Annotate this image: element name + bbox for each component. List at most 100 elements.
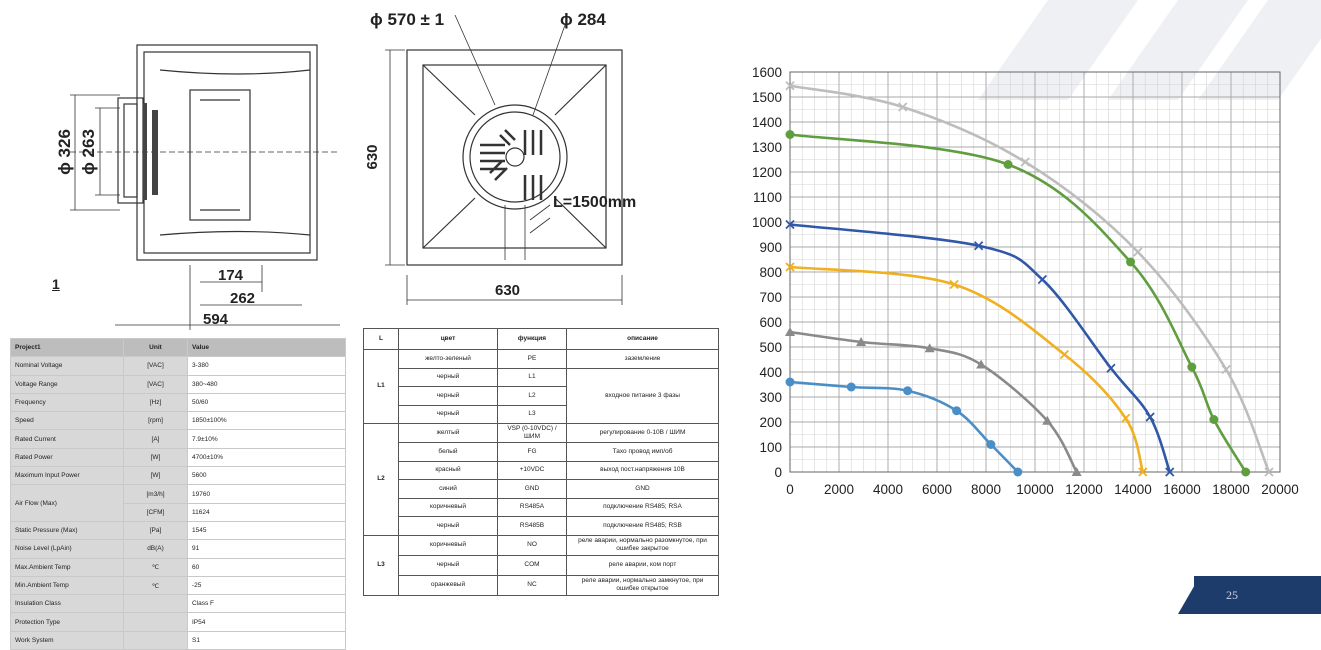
spec-value-cell: -25 xyxy=(187,575,346,596)
wire-color-cell: черный xyxy=(398,386,498,406)
table-row: оранжевый NC реле аварии, нормально замкну… xyxy=(364,574,719,596)
dim-594: 594 xyxy=(203,311,229,328)
spec-param-cell: Insulation Class xyxy=(10,594,124,614)
series-line xyxy=(789,223,1171,473)
wire-color-cell: красный xyxy=(398,460,498,481)
y-tick-label: 1200 xyxy=(752,165,782,180)
table-row: белый FG Тахо провод имп/об xyxy=(364,442,719,462)
x-tick-label: 6000 xyxy=(922,482,952,497)
series-line xyxy=(789,133,1247,473)
spec-unit-cell: [VAC] xyxy=(123,374,188,394)
table-row: черный L3 xyxy=(364,404,719,424)
table-row: черный L1 входное питание 3 фазы xyxy=(364,367,719,424)
spec-value-cell: 3-380 xyxy=(187,356,346,376)
table-row: Speed [rpm] 1850±100% xyxy=(10,411,346,431)
y-tick-label: 300 xyxy=(759,390,782,405)
dim-284: ϕ 284 xyxy=(560,10,606,29)
data-point xyxy=(903,386,913,396)
y-tick-label: 200 xyxy=(759,415,782,430)
x-tick-label: 8000 xyxy=(971,482,1001,497)
table-row: Insulation Class Class F xyxy=(10,594,346,614)
data-point xyxy=(1187,362,1197,372)
table-row: Work System S1 xyxy=(10,630,346,650)
page-number: 25 xyxy=(1226,588,1238,602)
spec-unit-cell: [A] xyxy=(123,429,188,449)
data-point xyxy=(846,382,856,392)
spec-table: Project1 Unit Value Nominal Voltage [VAC] 3-3… xyxy=(10,337,346,650)
table-row: Noise Level (LpAin) dB(A) 91 xyxy=(10,539,346,559)
x-tick-label: 10000 xyxy=(1016,482,1054,497)
spec-value-cell: 380~480 xyxy=(187,374,346,394)
data-point xyxy=(1071,467,1082,476)
spec-header-cell: Unit xyxy=(123,337,188,358)
spec-value-cell: 4700±10% xyxy=(187,447,346,468)
spec-value-cell: IP54 xyxy=(187,612,346,632)
wire-color-cell: желтый xyxy=(398,422,498,444)
spec-unit-cell: [CFM] xyxy=(123,502,188,522)
data-point xyxy=(1126,257,1136,267)
wire-description-cell: реле аварии, нормально разомкнутое, при … xyxy=(566,534,719,556)
plot-frame xyxy=(789,71,1281,473)
wire-function-cell: RS485B xyxy=(497,516,567,536)
table-row: синий GND GND xyxy=(364,479,719,499)
table-row: L3 коричневый NO реле аварии, нормально раз… xyxy=(363,534,719,596)
wire-description-cell: Тахо провод имп/об xyxy=(566,442,719,462)
table-row: Nominal Voltage [VAC] 3-380 xyxy=(10,356,346,376)
wire-function-cell: VSP (0-10VDC) / ШИМ xyxy=(497,422,567,444)
spec-param-cell: Max.Ambient Temp xyxy=(10,557,124,577)
spec-param-cell: Maximum Input Power xyxy=(10,466,124,486)
spec-param-cell: Static Pressure (Max) xyxy=(10,520,124,541)
dim-630-horizontal: 630 xyxy=(495,282,520,299)
x-tick-label: 2000 xyxy=(824,482,854,497)
x-tick-label: 12000 xyxy=(1065,482,1103,497)
wire-description-cell: реле аварии, ком порт xyxy=(566,554,719,576)
data-point xyxy=(1138,467,1148,477)
y-tick-label: 1500 xyxy=(752,90,782,105)
x-tick-label: 14000 xyxy=(1114,482,1152,497)
spec-unit-cell: ℃ xyxy=(123,575,188,596)
wire-color-cell: черный xyxy=(398,516,498,536)
wiring-header-cell: функция xyxy=(497,328,567,350)
cable-length: L=1500mm xyxy=(553,194,636,211)
data-point xyxy=(1221,364,1231,375)
data-point xyxy=(1145,412,1155,422)
fan-performance-chart: 0 2000 4000 6000 8000 10000 12000 14000 16000 180… xyxy=(752,65,1299,497)
wire-function-cell: +10VDC xyxy=(497,460,567,481)
spec-param-cell: Min.Ambient Temp xyxy=(10,575,124,596)
spec-unit-cell: [Pa] xyxy=(123,520,188,541)
wire-description-cell: выход пост.напряжения 10В xyxy=(566,460,719,481)
spec-param-cell: Nominal Voltage xyxy=(10,356,124,376)
spec-unit-cell xyxy=(123,594,188,614)
spec-unit-cell: [W] xyxy=(123,447,188,468)
spec-value-cell: 19760 xyxy=(187,484,346,504)
data-point xyxy=(785,327,795,336)
wire-function-cell: L2 xyxy=(497,386,567,406)
data-point xyxy=(1020,157,1030,167)
series-line xyxy=(789,380,1019,473)
wire-color-cell: белый xyxy=(398,442,498,462)
data-point xyxy=(856,337,867,346)
wiring-group-label: L3 xyxy=(363,534,399,596)
data-point xyxy=(952,406,962,416)
table-row: Min.Ambient Temp ℃ -25 xyxy=(10,575,346,596)
wire-color-cell: коричневый xyxy=(398,534,498,556)
data-point xyxy=(1042,415,1053,425)
y-tick-label: 0 xyxy=(774,465,782,480)
table-row: Maximum Input Power [W] 5600 xyxy=(10,466,346,486)
wiring-group-label: L2 xyxy=(363,423,399,536)
wire-description-cell: заземление xyxy=(566,349,719,369)
wire-description-cell: регулирование 0-10В / ШИМ xyxy=(566,422,719,444)
wire-color-cell: оранжевый xyxy=(398,574,498,596)
wire-function-cell: RS485A xyxy=(497,497,567,518)
y-tick-label: 1600 xyxy=(752,65,782,80)
wire-color-cell: черный xyxy=(398,554,498,576)
data-point xyxy=(1133,247,1143,257)
spec-value-cell: 11624 xyxy=(187,502,346,522)
table-row: коричневый RS485A подключение RS485; RSA xyxy=(364,497,719,518)
dim-570: ϕ 570 ± 1 xyxy=(370,10,444,29)
spec-header-cell: Value xyxy=(187,337,346,358)
table-row: черный COM реле аварии, ком порт xyxy=(364,554,719,576)
dim-263: ϕ 263 xyxy=(79,129,98,175)
dim-326: ϕ 326 xyxy=(55,129,74,175)
